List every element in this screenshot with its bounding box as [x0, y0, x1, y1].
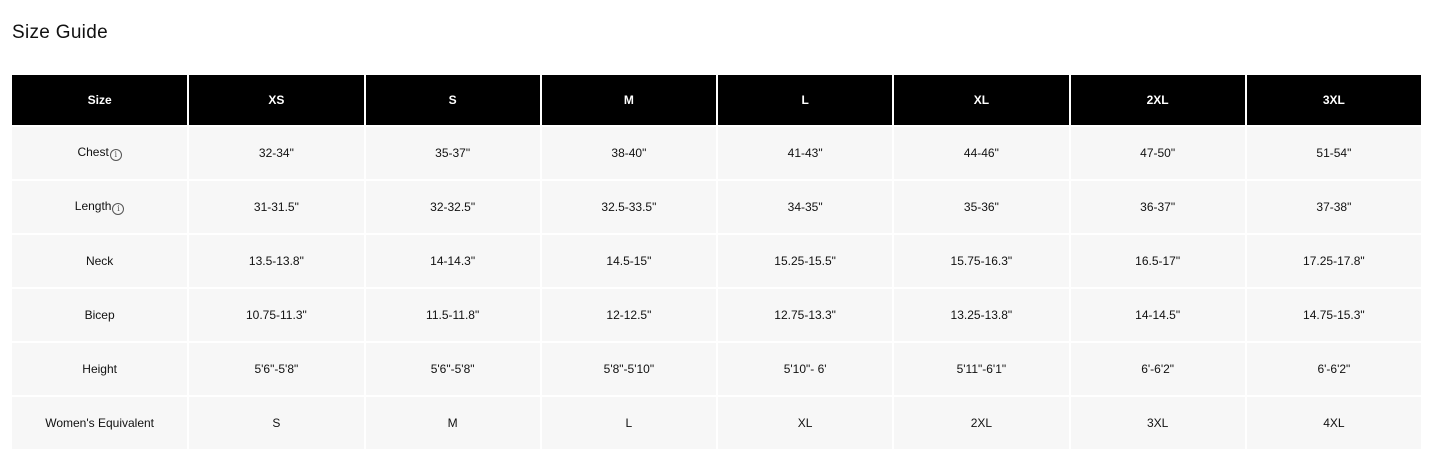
table-cell: 6'-6'2" — [1068, 341, 1247, 397]
row-label: Height — [12, 341, 190, 397]
table-cell: L — [539, 395, 719, 451]
table-cell: 12.75-13.3" — [715, 287, 895, 343]
table-cell: 41-43" — [715, 125, 895, 181]
table-cell: 5'6"-5'8" — [363, 341, 542, 397]
table-cell: 32-34" — [187, 125, 366, 181]
table-cell: M — [363, 395, 542, 451]
table-cell: 13.25-13.8" — [892, 287, 1071, 343]
table-header-row: Size XS S M L XL 2XL 3XL — [12, 75, 1424, 127]
table-cell: 14-14.3" — [363, 233, 542, 289]
row-label-text: Bicep — [84, 308, 115, 322]
table-cell: 44-46" — [892, 125, 1071, 181]
column-header: XS — [187, 75, 366, 127]
table-cell: 5'8"-5'10" — [539, 341, 719, 397]
table-cell: 5'11"-6'1" — [892, 341, 1071, 397]
table-cell: 36-37" — [1068, 179, 1247, 235]
table-row: Neck 13.5-13.8" 14-14.3" 14.5-15" 15.25-15.5… — [12, 233, 1424, 289]
table-row: Chest i 32-34" 35-37" 38-40" 41-43" 44-46" 47-5… — [12, 125, 1424, 181]
row-label: Bicep — [12, 287, 190, 343]
table-cell: 5'6"-5'8" — [187, 341, 366, 397]
table-cell: 47-50" — [1068, 125, 1247, 181]
size-guide-table: Size XS S M L XL 2XL 3XL Chest i 32-34" 35-37" 38-4… — [12, 75, 1424, 451]
row-label: Neck — [12, 233, 190, 289]
column-header: Size — [12, 75, 190, 127]
table-cell: 13.5-13.8" — [187, 233, 366, 289]
table-row: Height 5'6"-5'8" 5'6"-5'8" 5'8"-5'10" 5'10"-… — [12, 341, 1424, 397]
table-cell: 16.5-17" — [1068, 233, 1247, 289]
column-header: M — [539, 75, 719, 127]
table-cell: 31-31.5" — [187, 179, 366, 235]
table-cell: 17.25-17.8" — [1244, 233, 1424, 289]
table-cell: 14-14.5" — [1068, 287, 1247, 343]
page-title: Size Guide — [12, 22, 108, 43]
info-icon[interactable]: i — [112, 203, 125, 215]
row-label: Chest i — [12, 125, 190, 181]
table-cell: 32-32.5" — [363, 179, 542, 235]
table-cell: 32.5-33.5" — [539, 179, 719, 235]
table-row: Length i 31-31.5" 32-32.5" 32.5-33.5" 34-35" 3… — [12, 179, 1424, 235]
table-cell: 2XL — [892, 395, 1071, 451]
column-header: XL — [892, 75, 1071, 127]
info-icon[interactable]: i — [109, 149, 122, 161]
column-header: S — [363, 75, 542, 127]
table-cell: 4XL — [1244, 395, 1424, 451]
table-cell: 15.75-16.3" — [892, 233, 1071, 289]
row-label-text: Chest — [77, 145, 109, 159]
row-label: Length i — [12, 179, 190, 235]
table-cell: 35-36" — [892, 179, 1071, 235]
table-row: Women's Equivalent S M L XL 2XL 3XL 4XL — [12, 395, 1424, 451]
column-header: 3XL — [1244, 75, 1424, 127]
column-header: L — [715, 75, 895, 127]
table-cell: 34-35" — [715, 179, 895, 235]
table-cell: 10.75-11.3" — [187, 287, 366, 343]
table-cell: 6'-6'2" — [1244, 341, 1424, 397]
table-cell: 15.25-15.5" — [715, 233, 895, 289]
table-cell: XL — [715, 395, 895, 451]
row-label-text: Length — [74, 199, 112, 213]
table-cell: 38-40" — [539, 125, 719, 181]
table-row: Bicep 10.75-11.3" 11.5-11.8" 12-12.5" 12.75-… — [12, 287, 1424, 343]
table-cell: 12-12.5" — [539, 287, 719, 343]
table-cell: 51-54" — [1244, 125, 1424, 181]
column-header: 2XL — [1068, 75, 1247, 127]
row-label-text: Height — [82, 362, 117, 376]
table-cell: 14.5-15" — [539, 233, 719, 289]
row-label: Women's Equivalent — [12, 395, 190, 451]
table-cell: 5'10"- 6' — [715, 341, 895, 397]
table-cell: S — [187, 395, 366, 451]
table-cell: 11.5-11.8" — [363, 287, 542, 343]
table-cell: 37-38" — [1244, 179, 1424, 235]
table-cell: 14.75-15.3" — [1244, 287, 1424, 343]
table-cell: 3XL — [1068, 395, 1247, 451]
row-label-text: Women's Equivalent — [45, 416, 155, 430]
row-label-text: Neck — [85, 254, 114, 268]
table-cell: 35-37" — [363, 125, 542, 181]
